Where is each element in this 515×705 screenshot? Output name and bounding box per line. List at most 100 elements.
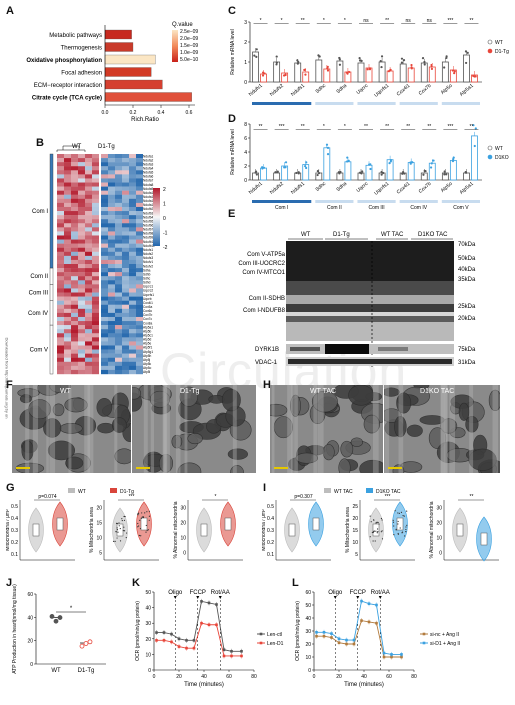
heatmap-cell — [78, 312, 85, 318]
heatmap-cell — [78, 202, 85, 208]
heatmap-cell — [115, 361, 122, 367]
heatmap-cell — [85, 333, 92, 338]
heatmap-cell — [115, 321, 122, 326]
heatmap-cell — [101, 280, 108, 285]
box — [200, 523, 208, 537]
heatmap-cell — [136, 162, 143, 167]
heatmap-cell — [136, 292, 143, 297]
heatmap-cell — [101, 235, 108, 240]
heatmap-gene-label: Cox7b — [143, 313, 152, 317]
heatmap-cell — [92, 296, 99, 301]
heatmap-cell — [136, 178, 143, 183]
box — [140, 517, 148, 531]
blot-mw-label: 25kDa — [458, 304, 476, 310]
heatmap-cell — [115, 333, 122, 338]
heatmap-cell — [108, 190, 115, 195]
gene-label: Cox4i1 — [396, 181, 412, 196]
heatmap-gene-label: Cox5a — [143, 305, 152, 309]
complex-bar — [399, 102, 438, 105]
x-tick-label: 0.2 — [130, 110, 137, 116]
heatmap-cell — [136, 231, 143, 236]
heatmap-cell — [57, 333, 64, 338]
y-axis-label: ATP Production in heart(nmol/mg tissue) — [12, 584, 18, 674]
heatmap-cell — [92, 345, 99, 350]
data-point — [261, 74, 265, 77]
data-point — [445, 173, 448, 176]
data-point — [367, 602, 371, 605]
heatmap-cell — [129, 223, 136, 228]
heatmap-cell — [101, 194, 108, 200]
panel-label-l: L — [292, 577, 299, 589]
heatmap-gene-label: Sdhd — [143, 281, 151, 285]
heatmap-cell — [101, 272, 108, 277]
enrichment-term: ECM−receptor interaction — [34, 83, 102, 89]
heatmap-cell — [115, 337, 122, 342]
heatmap-cell — [122, 333, 129, 338]
gene-label: Ndufv1 — [248, 181, 264, 196]
bar — [302, 164, 310, 181]
heatmap-cell — [71, 251, 78, 257]
legend-swatch — [324, 488, 331, 493]
significance-label: * — [344, 124, 346, 130]
heatmap-cell — [101, 182, 108, 187]
legend-label: Len-ctl — [267, 632, 282, 638]
heatmap-cell — [122, 247, 129, 252]
heatmap-cell — [122, 361, 129, 367]
heatmap-cell — [108, 198, 115, 204]
heatmap-cell — [136, 235, 143, 240]
y-tick-label: 0.5 — [11, 504, 18, 510]
heatmap-gene-label: Ndufs3 — [143, 256, 153, 260]
data-point — [230, 654, 233, 658]
gene-label: Ndufs2 — [269, 181, 285, 196]
heatmap-cell — [129, 296, 136, 301]
heatmap-cell — [64, 251, 71, 257]
heatmap-cell — [101, 357, 108, 362]
heatmap-cell — [136, 333, 143, 338]
heatmap-cell — [71, 162, 78, 167]
heatmap-cell — [122, 308, 129, 314]
heatmap-cell — [92, 231, 99, 236]
heatmap-cell — [129, 288, 136, 293]
data-point — [345, 71, 349, 74]
y-tick-label: 30 — [436, 506, 442, 512]
heatmap-cell — [136, 353, 143, 358]
heatmap-cell — [85, 361, 92, 367]
heatmap-cell — [122, 353, 129, 358]
x-tick-label: 0 — [153, 674, 156, 680]
heatmap-cell — [71, 365, 78, 371]
heatmap-cell — [57, 349, 64, 354]
heatmap-cell — [64, 239, 71, 244]
box — [116, 523, 124, 537]
heatmap-cell — [136, 251, 143, 257]
heatmap-cell — [115, 304, 122, 310]
significance-label: *** — [129, 494, 135, 500]
heatmap-cell — [92, 288, 99, 293]
heatmap-cell — [129, 325, 136, 330]
heatmap-cell — [85, 162, 92, 167]
heatmap-cell — [129, 329, 136, 334]
heatmap-cell — [78, 345, 85, 350]
heatmap-cell — [71, 202, 78, 208]
heatmap-cell — [122, 312, 129, 318]
heatmap-scale-tick: 2 — [163, 187, 166, 193]
heatmap-cell — [71, 194, 78, 200]
y-tick-label: 0.2 — [267, 540, 274, 546]
data-point — [423, 63, 426, 66]
heatmap-cell — [71, 345, 78, 350]
heatmap-cell — [71, 349, 78, 354]
heatmap-cell — [115, 227, 122, 232]
heatmap-cell — [115, 357, 122, 362]
data-point — [369, 167, 372, 171]
data-point — [262, 166, 266, 169]
heatmap-cell — [57, 280, 64, 285]
heatmap-gene-label: Ndufb6 — [143, 224, 154, 228]
data-point — [215, 603, 218, 606]
heatmap-cell — [85, 296, 92, 301]
data-point — [424, 169, 427, 173]
bar — [273, 172, 281, 181]
panel-a-xlabel: Rich.Ratio — [131, 117, 159, 123]
data-point — [337, 637, 341, 641]
heatmap-cell — [115, 316, 122, 322]
heatmap-cell — [108, 304, 115, 310]
legend-tick: 5.0e−10 — [180, 57, 198, 63]
